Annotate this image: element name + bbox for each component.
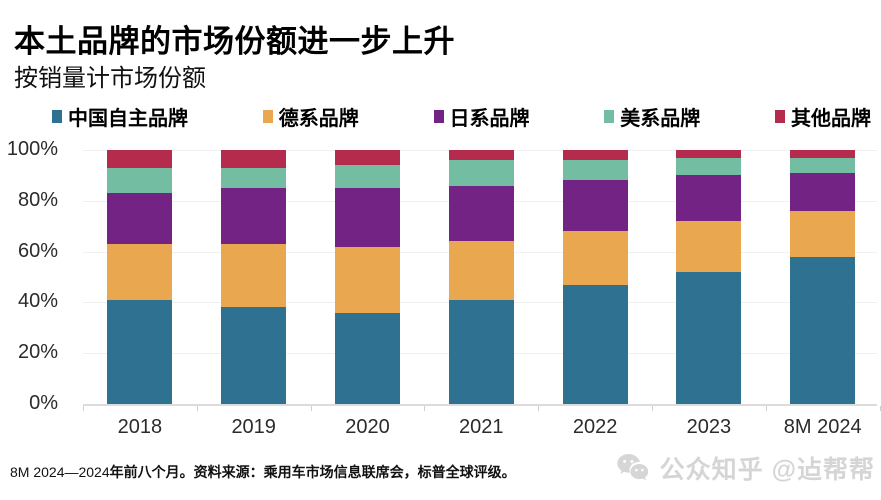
legend-label: 美系品牌 xyxy=(620,108,701,130)
footnote: 8M 2024—2024年前八个月。资料来源：乘用车市场信息联席会，标普全球评级… xyxy=(10,462,516,482)
legend: 中国自主品牌 德系品牌 日系品牌 美系品牌 其他品牌 xyxy=(52,102,871,131)
x-axis-category-label: 2022 xyxy=(572,416,618,438)
x-axis-tickmark xyxy=(538,406,540,411)
legend-item-3: 日系品牌 xyxy=(433,102,530,131)
legend-item-5: 其他品牌 xyxy=(775,102,871,131)
x-axis-tickmark xyxy=(765,406,767,411)
bar-segment xyxy=(562,150,628,161)
legend-label: 德系品牌 xyxy=(278,108,359,130)
footnote-body: 年前八个月。资料来源：乘用车市场信息联席会，标普全球评级。 xyxy=(109,464,516,480)
bar-segment xyxy=(448,160,514,186)
bar-segment xyxy=(562,284,628,404)
bar-segment xyxy=(676,157,742,176)
y-axis-tick-label: 20% xyxy=(17,341,58,364)
x-axis-tickmark xyxy=(879,406,881,411)
bar-segment xyxy=(107,150,173,168)
y-axis-tick-label: 0% xyxy=(29,392,58,414)
bar-segment xyxy=(448,150,514,161)
legend-swatch-icon xyxy=(52,110,62,123)
bar-segment xyxy=(562,180,628,232)
y-axis-tick-label: 80% xyxy=(17,188,58,211)
legend-label: 中国自主品牌 xyxy=(68,108,188,130)
plot-area: 0% 20% 40% 60% 80% 100% 2018 2019 2020 2021 2022 20… xyxy=(0,138,881,452)
legend-swatch-icon xyxy=(604,110,615,123)
x-axis-category-label: 8M 2024 xyxy=(783,416,862,438)
bar-segment xyxy=(676,175,742,222)
legend-swatch-icon xyxy=(775,110,785,123)
x-axis-tickmark xyxy=(83,406,84,411)
bar-segment xyxy=(790,157,856,173)
x-axis-tickmark xyxy=(310,406,312,411)
x-axis-category-label: 2023 xyxy=(686,416,732,438)
bar-segment xyxy=(107,193,173,244)
y-axis-tick-label: 60% xyxy=(17,239,58,262)
bar-segment xyxy=(221,307,287,404)
chart-title: 本土品牌的市场份额进一步上升 xyxy=(14,24,455,59)
y-axis-tick-label: 100% xyxy=(6,138,58,160)
bar-segment xyxy=(335,165,400,189)
legend-label: 其他品牌 xyxy=(791,108,871,130)
legend-item-2: 德系品牌 xyxy=(262,102,359,131)
x-axis-category-label: 2020 xyxy=(345,416,390,438)
bar-segment xyxy=(448,185,514,242)
bar-segment xyxy=(221,243,287,308)
bar-segment xyxy=(221,150,287,168)
legend-swatch-icon xyxy=(433,110,444,123)
bar-segment xyxy=(676,271,742,404)
legend-item-1: 中国自主品牌 xyxy=(52,102,188,131)
y-axis-tick-label: 40% xyxy=(17,290,58,313)
legend-swatch-icon xyxy=(262,110,273,123)
watermark: 公众知乎 @迠帮帮 xyxy=(616,450,875,486)
bar-segment xyxy=(448,299,514,404)
legend-item-4: 美系品牌 xyxy=(604,102,700,131)
x-axis-line xyxy=(83,404,877,406)
x-axis-category-label: 2018 xyxy=(117,416,163,438)
bar-segment xyxy=(676,150,742,158)
chart-subtitle: 按销量计市场份额 xyxy=(14,65,206,92)
legend-label: 日系品牌 xyxy=(449,108,530,130)
bar-segment xyxy=(335,188,400,247)
bar-segment xyxy=(335,246,400,313)
x-axis-tickmark xyxy=(196,406,198,411)
bar-segment xyxy=(790,172,856,211)
bar-segment xyxy=(335,150,400,166)
bar-segment xyxy=(790,210,856,257)
x-axis-category-label: 2021 xyxy=(459,416,504,438)
bar-segment xyxy=(562,160,628,181)
footnote-prefix: 8M 2024—2024 xyxy=(10,464,110,480)
bar-segment xyxy=(221,188,287,244)
bar-segment xyxy=(107,167,173,194)
bar-segment xyxy=(790,256,856,404)
bar-segment xyxy=(221,167,287,189)
x-axis-tickmark xyxy=(424,406,426,411)
bar-segment xyxy=(107,243,173,300)
x-axis-tickmark xyxy=(652,406,653,411)
bar-segment xyxy=(562,231,628,285)
bar-segment xyxy=(790,150,856,158)
bar-segment xyxy=(448,241,514,300)
wechat-icon xyxy=(617,454,648,481)
bar-segment xyxy=(676,221,742,272)
x-axis-category-label: 2019 xyxy=(231,416,276,438)
bar-segment xyxy=(335,312,400,404)
watermark-text: 公众知乎 @迠帮帮 xyxy=(659,456,875,484)
bar-segment xyxy=(107,299,173,404)
